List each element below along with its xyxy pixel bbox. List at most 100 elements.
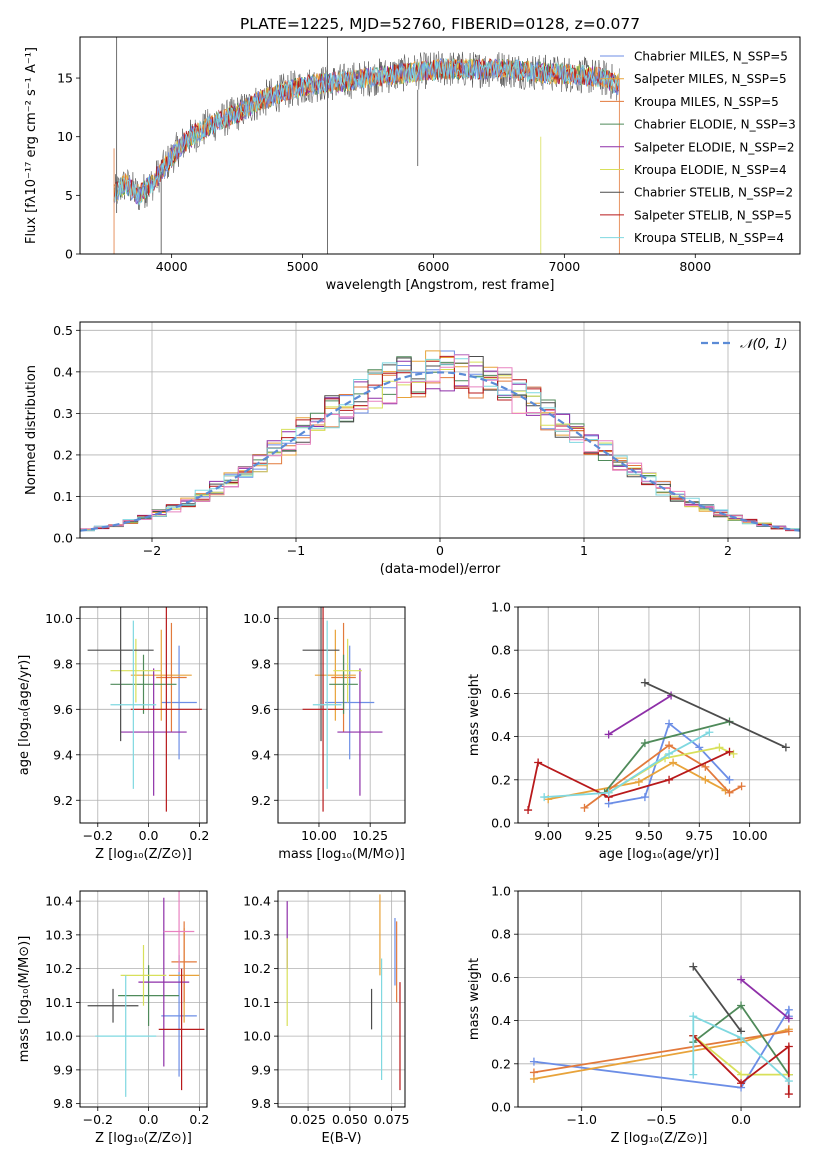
x-axis-label: E(B-V) (321, 1131, 361, 1146)
weight-marker (604, 730, 613, 739)
weight-marker (665, 719, 674, 728)
weight-marker (784, 1014, 793, 1023)
y-axis-label: mass [log₁₀(M/M⊙)] (17, 936, 32, 1063)
weight-marker (640, 793, 649, 802)
y-axis-label: age [log₁₀(age/yr)] (17, 655, 32, 776)
weight-line (644, 681, 787, 749)
y-tick-label: 9.8 (251, 656, 271, 671)
y-axis-label: mass weight (467, 958, 482, 1040)
weight-marker (640, 678, 649, 687)
x-tick-label: 0.025 (290, 1112, 326, 1127)
x-tick-label: −1 (287, 543, 305, 558)
legend-label: 𝒩(0, 1) (740, 337, 787, 352)
weight-marker (725, 788, 734, 797)
weight-marker (725, 747, 734, 756)
y-tick-label: 0.5 (53, 323, 73, 338)
y-tick-label: 10.3 (243, 927, 271, 942)
weight-marker (784, 1027, 793, 1036)
plot-area (524, 678, 790, 815)
y-tick-label: 9.4 (53, 747, 73, 762)
y-tick-label: 10.1 (243, 995, 271, 1010)
legend-label: Salpeter ELODIE, N_SSP=2 (634, 140, 795, 154)
weight-marker (729, 749, 738, 758)
weight-marker (634, 777, 643, 786)
x-tick-label: −0.2 (83, 1112, 113, 1127)
legend-label: Salpeter MILES, N_SSP=5 (634, 72, 787, 86)
y-tick-label: 5 (65, 188, 73, 203)
x-axis-label: Z [log₁₀(Z/Z⊙)] (95, 1131, 192, 1146)
x-axis-label: (data-model)/error (380, 562, 501, 577)
panel-mass-EBV: 0.025 0.050 0.075 9.8 9.9 10.0 10.1 10.2 10.3 10.… (243, 890, 410, 1146)
weight-marker (737, 975, 746, 984)
axes-frame (517, 606, 801, 824)
y-tick-label: 1.0 (491, 884, 511, 899)
weight-marker (580, 803, 589, 812)
y-axis-label: Normed distribution (24, 365, 39, 495)
x-tick-label: 0.0 (139, 1112, 159, 1127)
x-tick-label: 0.2 (189, 1112, 209, 1127)
y-tick-label: 9.8 (251, 1096, 271, 1111)
y-tick-label: 9.6 (53, 702, 73, 717)
y-tick-label: 9.6 (251, 702, 271, 717)
y-tick-label: 0.6 (491, 686, 511, 701)
axes-frame (277, 890, 406, 1108)
x-tick-label: 0.2 (189, 828, 209, 843)
x-tick-label: 10.00 (301, 828, 337, 843)
x-tick-label: 0.050 (332, 1112, 368, 1127)
x-axis-label: Z [log₁₀(Z/Z⊙)] (95, 847, 192, 862)
x-tick-label: 10.00 (732, 828, 768, 843)
weight-marker (725, 775, 734, 784)
y-axis-label: Flux [fλ10⁻¹⁷ erg cm⁻² s⁻¹ A⁻¹] (24, 47, 39, 244)
panel-weight-age: 9.00 9.25 9.50 9.75 10.00 0.0 0.2 0.4 0.6 0.8 1.0 a… (467, 600, 801, 862)
y-tick-label: 0.2 (491, 772, 511, 787)
legend-label: Kroupa MILES, N_SSP=5 (634, 95, 779, 109)
legend: 𝒩(0, 1) (701, 337, 787, 352)
x-tick-label: 9.75 (685, 828, 713, 843)
y-tick-label: 9.2 (251, 793, 271, 808)
x-tick-label: 0 (436, 543, 444, 558)
y-tick-label: 0.8 (491, 643, 511, 658)
x-tick-label: 7000 (548, 259, 580, 274)
x-tick-label: 10.25 (352, 828, 388, 843)
weight-marker (737, 782, 746, 791)
axes-frame (79, 36, 801, 255)
panel-residuals: −2 −1 0 1 2 0.0 0.1 0.2 0.3 0.4 0.5 (data-model)/er… (24, 321, 801, 577)
x-tick-label: 1 (580, 543, 588, 558)
x-tick-label: 8000 (679, 259, 711, 274)
x-tick-label: 9.00 (534, 828, 562, 843)
panel-weight-Z: −1.0 −0.5 0.0 0.0 0.2 0.4 0.6 0.8 1.0 Z [log₁₀(Z/… (467, 884, 801, 1146)
y-tick-label: 15 (57, 71, 73, 86)
y-tick-label: 10 (57, 129, 73, 144)
y-tick-label: 10.3 (45, 927, 73, 942)
weight-marker (540, 793, 549, 802)
x-tick-label: −0.2 (83, 828, 113, 843)
legend-label: Chabrier MILES, N_SSP=5 (634, 50, 788, 64)
plot-area (87, 607, 202, 812)
weight-marker (689, 1070, 698, 1079)
y-tick-label: 10.4 (243, 894, 271, 909)
y-tick-label: 0.3 (53, 406, 73, 421)
axes-frame (79, 890, 208, 1108)
weight-marker (715, 743, 724, 752)
chart-title: PLATE=1225, MJD=52760, FIBERID=0128, z=0… (240, 15, 640, 33)
x-tick-label: 0.075 (374, 1112, 410, 1127)
y-tick-label: 0.4 (491, 729, 511, 744)
x-tick-label: 6000 (418, 259, 450, 274)
x-axis-label: Z [log₁₀(Z/Z⊙)] (611, 1131, 708, 1146)
weight-marker (737, 1079, 746, 1088)
y-tick-label: 0.2 (491, 1056, 511, 1071)
y-tick-label: 0.8 (491, 927, 511, 942)
weight-marker (695, 743, 704, 752)
y-tick-label: 10.4 (45, 894, 73, 909)
plot-area (302, 607, 383, 812)
panel-age-Z: −0.2 0.0 0.2 9.2 9.4 9.6 9.8 10.0 Z [log₁₀(Z/Z⊙)… (17, 606, 209, 862)
weight-marker (737, 1001, 746, 1010)
plot-area (80, 350, 800, 538)
y-tick-label: 0.4 (491, 1013, 511, 1028)
weight-marker (701, 775, 710, 784)
x-tick-label: −0.5 (646, 1112, 676, 1127)
weight-line (740, 978, 790, 1020)
y-tick-label: 0.0 (53, 531, 73, 546)
weight-marker (534, 758, 543, 767)
